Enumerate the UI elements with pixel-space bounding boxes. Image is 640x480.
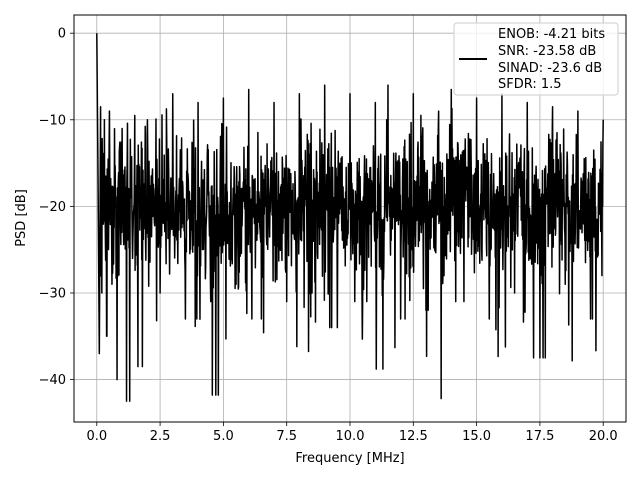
x-tick-label: 17.5	[525, 429, 554, 444]
x-tick-label: 2.5	[150, 429, 171, 444]
psd-series-line	[96, 33, 604, 402]
y-tick-label: −20	[39, 200, 66, 215]
legend-enob: ENOB: -4.21 bits	[498, 27, 605, 42]
x-tick-label: 10.0	[336, 429, 365, 444]
x-tick-label: 5.0	[213, 429, 234, 444]
x-axis: 0.0 2.5 5.0 7.5 10.0 12.5 15.0 17.5 20.0	[86, 422, 618, 444]
x-axis-label: Frequency [MHz]	[295, 451, 404, 466]
y-axis-label: PSD [dB]	[14, 189, 29, 247]
y-axis: 0 −10 −20 −30 −40	[39, 27, 74, 388]
x-tick-label: 15.0	[462, 429, 491, 444]
x-tick-label: 12.5	[399, 429, 428, 444]
x-tick-label: 7.5	[276, 429, 297, 444]
legend: ENOB: -4.21 bits SNR: -23.58 dB SINAD: -…	[453, 22, 619, 96]
psd-trace	[96, 33, 604, 402]
x-tick-label: 0.0	[86, 429, 107, 444]
legend-snr: SNR: -23.58 dB	[498, 44, 596, 59]
legend-sfdr: SFDR: 1.5	[498, 77, 562, 92]
legend-box	[453, 22, 619, 96]
y-tick-label: −40	[39, 373, 66, 388]
y-tick-label: −30	[39, 286, 66, 301]
y-tick-label: 0	[58, 27, 66, 42]
legend-sinad: SINAD: -23.6 dB	[498, 61, 602, 76]
y-tick-label: −10	[39, 113, 66, 128]
x-tick-label: 20.0	[589, 429, 618, 444]
